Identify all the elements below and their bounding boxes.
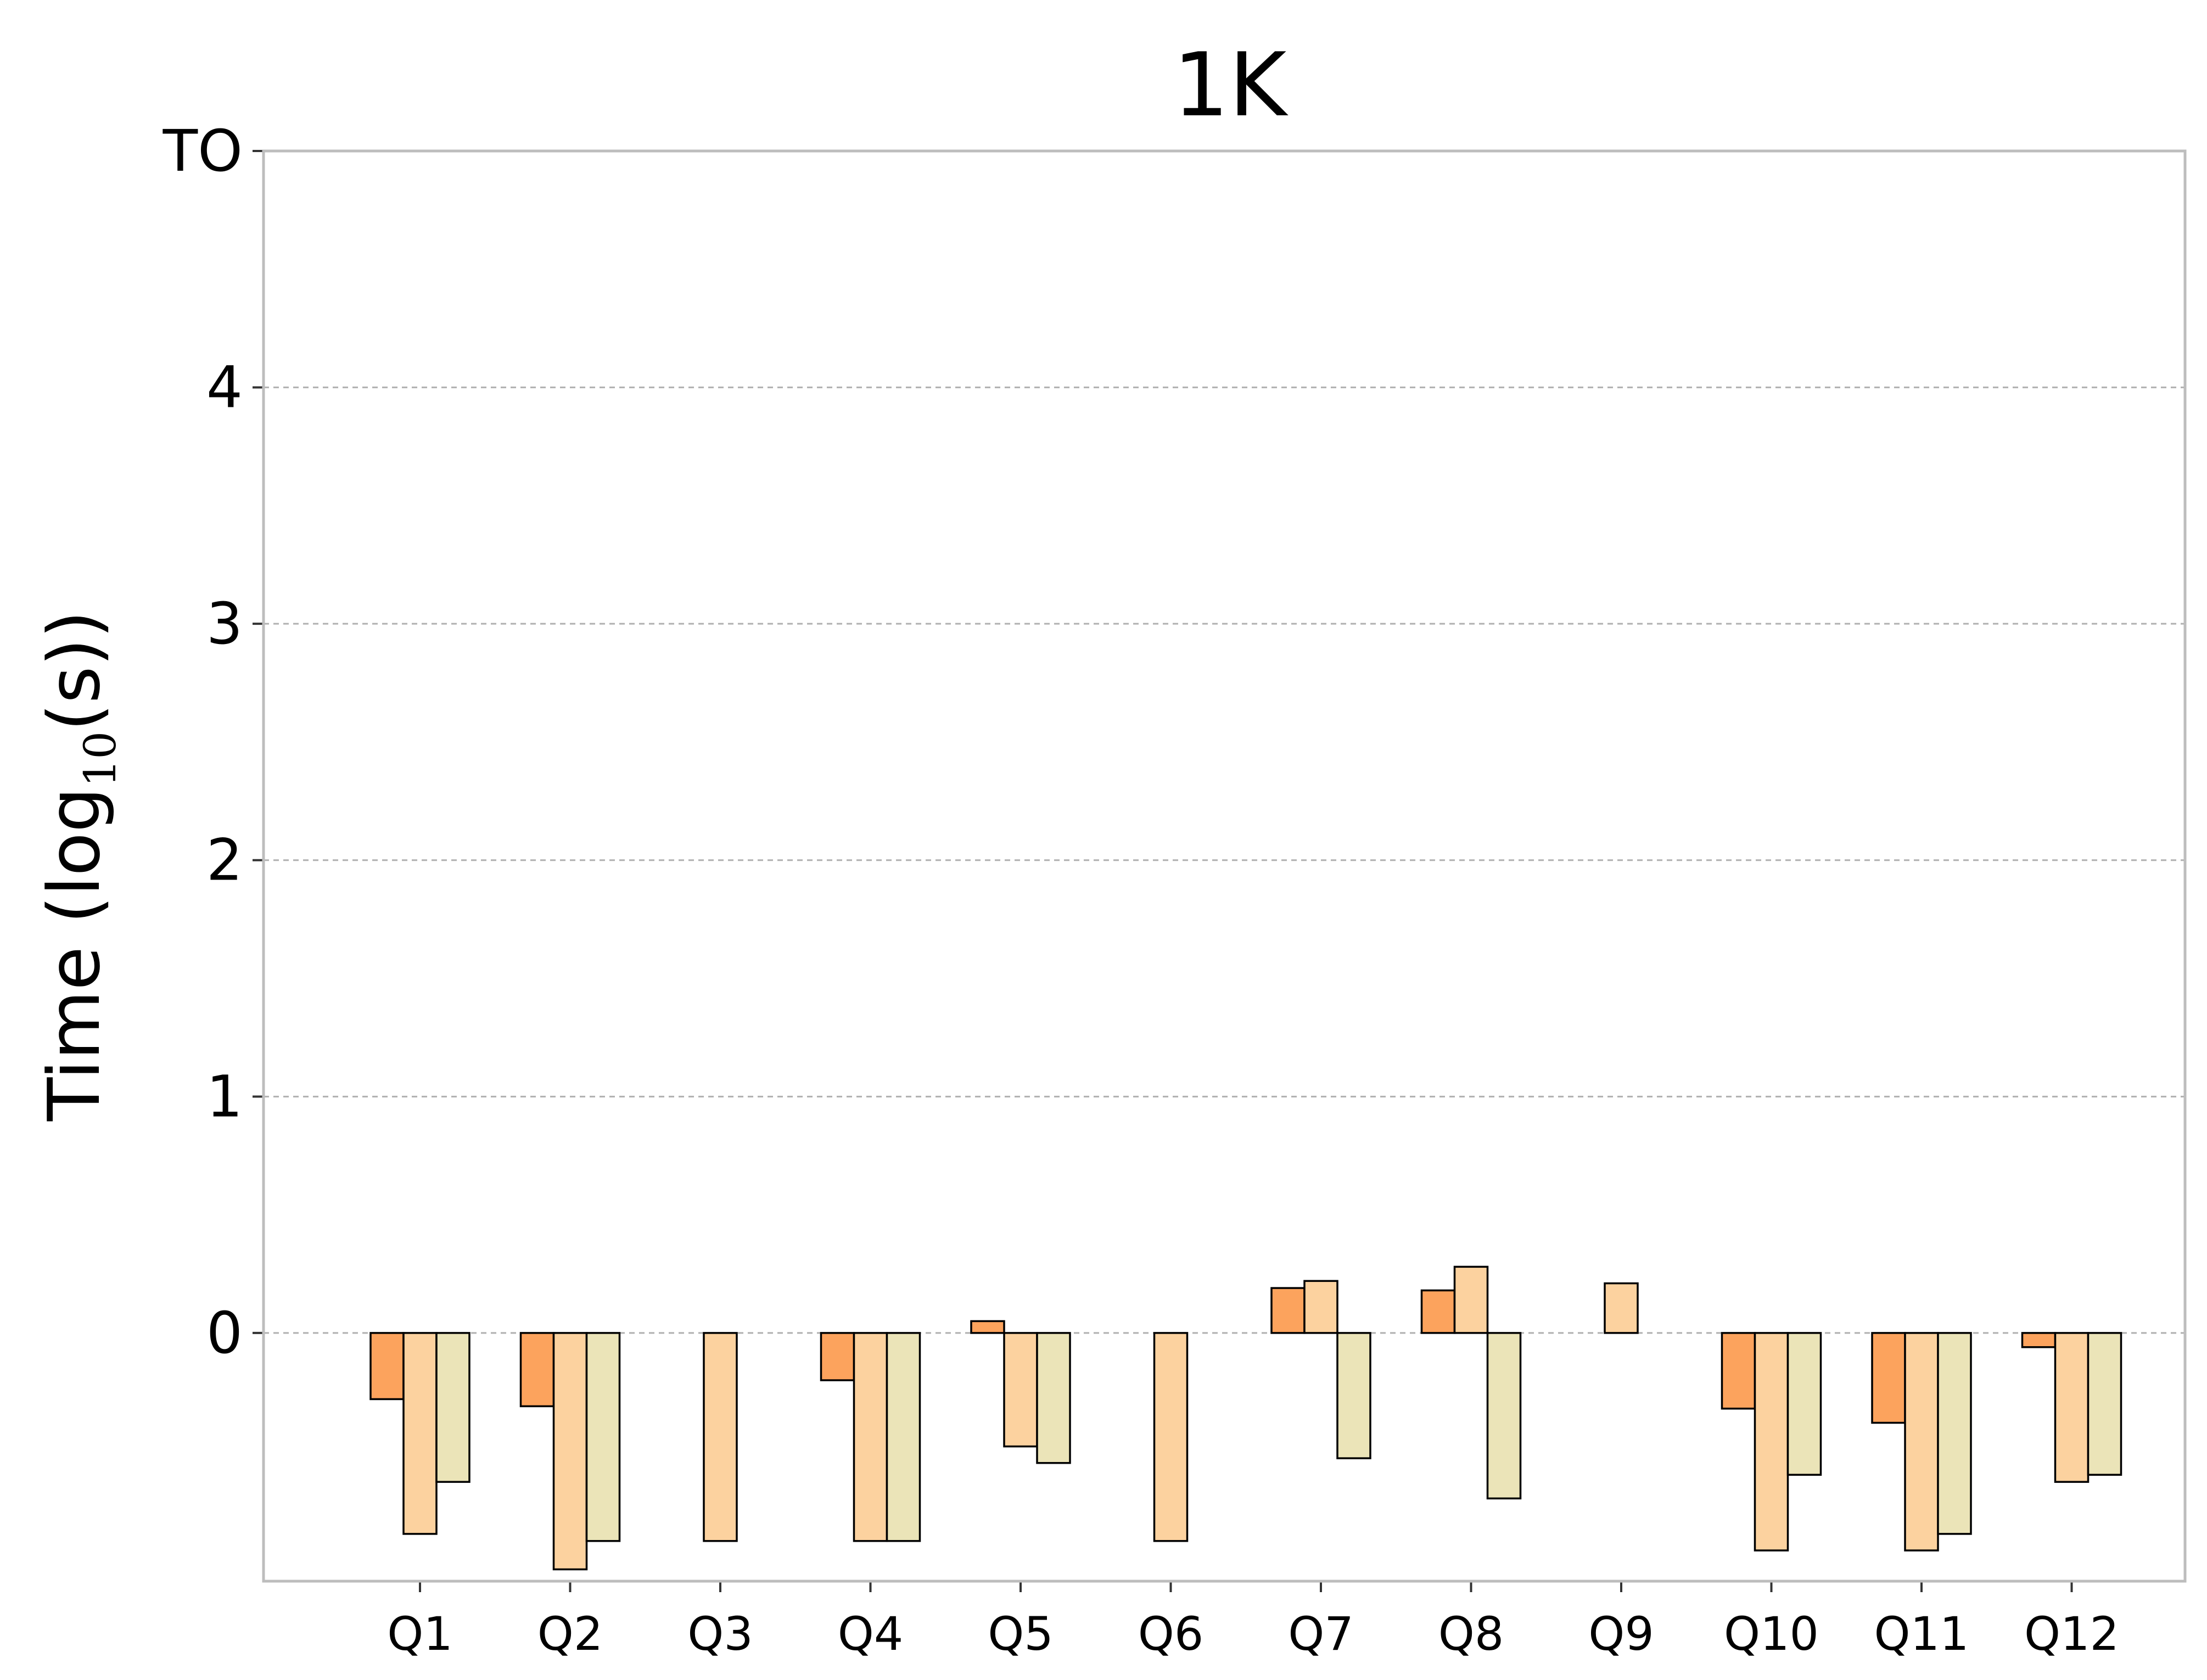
y-axis-label-subscript: 10 <box>75 731 126 787</box>
y-tick-label: 4 <box>206 354 243 421</box>
x-tick-label: Q2 <box>537 1607 603 1661</box>
bar-q10-s2 <box>1754 1332 1789 1552</box>
x-tick-label: Q3 <box>687 1607 753 1661</box>
bars <box>369 1265 2122 1571</box>
x-tick-label: Q11 <box>1874 1607 1969 1661</box>
x-tick-label: Q5 <box>988 1607 1054 1661</box>
plot-frame <box>262 149 2187 1583</box>
bar-q11-s3 <box>1937 1332 1972 1535</box>
bar-q12-s2 <box>2054 1332 2090 1483</box>
x-tick-label: Q12 <box>2024 1607 2119 1661</box>
x-tick-label: Q10 <box>1724 1607 1819 1661</box>
bar-q1-s1 <box>369 1332 405 1401</box>
x-tick-label: Q4 <box>838 1607 904 1661</box>
bar-q5-s2 <box>1003 1332 1038 1448</box>
bar-q3-s2 <box>703 1332 738 1542</box>
y-axis-label-main: Time (log <box>32 787 116 1122</box>
bar-q8-s2 <box>1453 1265 1489 1334</box>
y-tick-label: TO <box>163 117 243 184</box>
y-axis-ticks: 0 1 2 3 4 TO <box>163 117 264 1367</box>
y-axis-label: Time (log10(s)) <box>32 611 126 1122</box>
bar-q1-s3 <box>435 1332 470 1483</box>
bar-q8-s1 <box>1420 1289 1456 1334</box>
bar-q4-s1 <box>820 1332 855 1381</box>
chart-title: 1K <box>1173 33 1289 136</box>
y-tick-label: 3 <box>206 590 243 657</box>
bar-q11-s1 <box>1871 1332 1906 1424</box>
grid-lines <box>264 387 2185 1334</box>
bar-q8-s3 <box>1486 1332 1522 1500</box>
bar-q7-s1 <box>1270 1287 1306 1334</box>
y-tick-label: 2 <box>206 827 243 894</box>
bar-q12-s1 <box>2021 1332 2057 1348</box>
bar-q5-s3 <box>1036 1332 1071 1464</box>
y-axis-label-suffix: (s)) <box>32 611 116 731</box>
y-tick-label: 0 <box>206 1300 243 1367</box>
x-tick-label: Q9 <box>1588 1607 1654 1661</box>
x-tick-label: Q7 <box>1288 1607 1354 1661</box>
bar-q12-s3 <box>2087 1332 2122 1476</box>
bar-q4-s3 <box>886 1332 921 1542</box>
bar-q10-s3 <box>1786 1332 1822 1476</box>
bar-q7-s2 <box>1303 1280 1338 1334</box>
bar-q6-s2 <box>1153 1332 1189 1542</box>
bar-q5-s1 <box>970 1320 1005 1334</box>
bar-q10-s1 <box>1721 1332 1756 1410</box>
bar-q9-s2 <box>1604 1282 1639 1334</box>
bar-q2-s2 <box>552 1332 588 1571</box>
x-tick-label: Q8 <box>1438 1607 1504 1661</box>
bar-q2-s1 <box>519 1332 555 1408</box>
bar-q7-s3 <box>1336 1332 1371 1459</box>
x-tick-label: Q6 <box>1138 1607 1204 1661</box>
bar-q4-s2 <box>853 1332 888 1542</box>
bar-q2-s3 <box>585 1332 621 1542</box>
x-axis-ticks: Q1 Q2 Q3 Q4 Q5 Q6 Q7 Q8 Q9 Q10 Q11 Q12 <box>387 1581 2119 1661</box>
bar-q11-s2 <box>1904 1332 1939 1552</box>
bar-q1-s2 <box>402 1332 438 1535</box>
x-tick-label: Q1 <box>387 1607 453 1661</box>
y-tick-label: 1 <box>206 1063 243 1130</box>
